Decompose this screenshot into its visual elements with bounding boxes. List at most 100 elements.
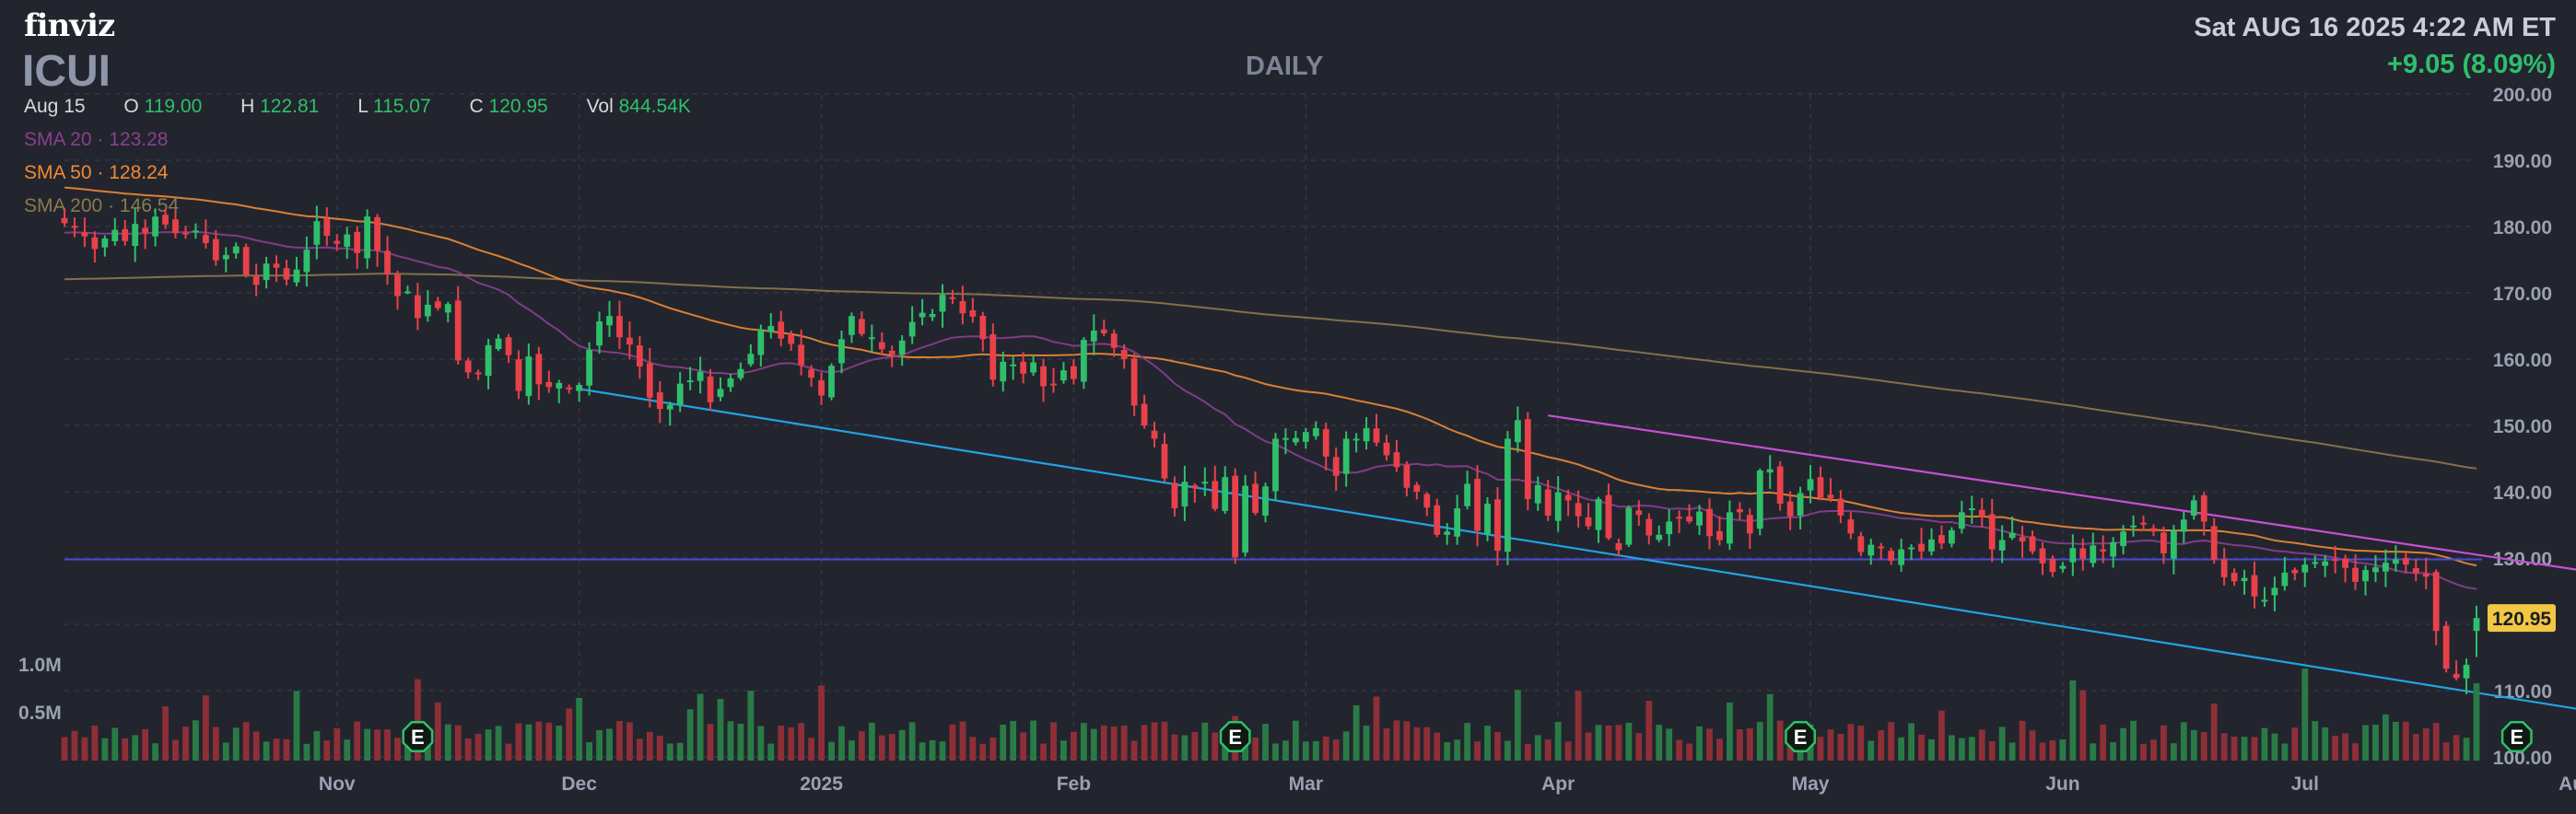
candle-body[interactable] bbox=[566, 387, 573, 390]
candle-body[interactable] bbox=[1332, 457, 1340, 476]
candle-body[interactable] bbox=[1130, 358, 1138, 406]
candle-body[interactable] bbox=[919, 312, 926, 318]
candle-body[interactable] bbox=[727, 378, 734, 388]
candle-body[interactable] bbox=[2312, 562, 2319, 564]
candle-body[interactable] bbox=[344, 234, 351, 248]
sma-200-legend[interactable]: SMA 200 · 146.54 bbox=[24, 195, 179, 217]
candle-body[interactable] bbox=[242, 247, 250, 275]
candle-body[interactable] bbox=[1494, 499, 1501, 552]
candle-body[interactable] bbox=[1282, 437, 1289, 440]
candle-body[interactable] bbox=[737, 368, 744, 378]
candle-body[interactable] bbox=[2160, 532, 2167, 553]
candle-body[interactable] bbox=[414, 295, 421, 319]
candle-body[interactable] bbox=[464, 360, 472, 373]
candle-body[interactable] bbox=[1201, 482, 1209, 484]
candle-body[interactable] bbox=[1222, 477, 1229, 511]
candle-body[interactable] bbox=[1575, 503, 1582, 517]
candle-body[interactable] bbox=[2210, 526, 2218, 561]
candle-body[interactable] bbox=[424, 304, 431, 317]
candle-body[interactable] bbox=[2453, 673, 2460, 679]
candle-body[interactable] bbox=[1928, 539, 1935, 552]
candle-body[interactable] bbox=[152, 216, 158, 237]
candle-body[interactable] bbox=[1878, 546, 1885, 549]
candle-body[interactable] bbox=[2220, 559, 2228, 577]
candle-body[interactable] bbox=[1645, 518, 1653, 536]
candle-body[interactable] bbox=[1474, 478, 1481, 531]
candle-body[interactable] bbox=[61, 217, 68, 224]
sma-50-legend[interactable]: SMA 50 · 128.24 bbox=[24, 162, 168, 184]
candle-body[interactable] bbox=[1615, 542, 1622, 551]
candle-body[interactable] bbox=[929, 314, 936, 318]
candle-body[interactable] bbox=[193, 230, 199, 233]
candle-body[interactable] bbox=[1403, 464, 1411, 488]
candle-body[interactable] bbox=[2352, 567, 2359, 582]
candle-body[interactable] bbox=[2383, 563, 2389, 572]
candle-body[interactable] bbox=[868, 337, 875, 340]
trendline-upper[interactable] bbox=[1548, 414, 2576, 571]
candle-body[interactable] bbox=[939, 295, 946, 312]
candle-body[interactable] bbox=[596, 320, 603, 346]
candle-body[interactable] bbox=[1786, 501, 1794, 517]
candle-body[interactable] bbox=[1393, 452, 1400, 468]
candle-body[interactable] bbox=[778, 321, 785, 339]
candle-body[interactable] bbox=[434, 301, 441, 308]
candle-body[interactable] bbox=[828, 366, 835, 398]
candle-body[interactable] bbox=[2372, 567, 2379, 573]
candle-body[interactable] bbox=[1363, 427, 1370, 442]
candle-body[interactable] bbox=[454, 300, 462, 361]
candle-body[interactable] bbox=[2190, 500, 2197, 516]
candle-body[interactable] bbox=[374, 216, 381, 250]
earnings-marker[interactable] bbox=[2500, 721, 2533, 752]
candle-body[interactable] bbox=[1585, 517, 1592, 527]
candle-body[interactable] bbox=[717, 389, 724, 398]
candle-body[interactable] bbox=[1262, 486, 1269, 516]
candle-body[interactable] bbox=[2442, 625, 2450, 669]
candle-body[interactable] bbox=[788, 334, 795, 344]
trendline-lower[interactable] bbox=[579, 388, 2576, 710]
candle-body[interactable] bbox=[1020, 361, 1027, 374]
candle-body[interactable] bbox=[263, 263, 270, 281]
candle-body[interactable] bbox=[1050, 383, 1057, 386]
chart-period[interactable]: DAILY bbox=[1246, 52, 1324, 81]
candle-body[interactable] bbox=[2090, 545, 2097, 564]
candle-body[interactable] bbox=[697, 371, 704, 381]
candle-body[interactable] bbox=[1656, 534, 1663, 541]
candle-body[interactable] bbox=[2241, 577, 2248, 582]
candle-body[interactable] bbox=[1534, 484, 1541, 504]
candle-body[interactable] bbox=[1383, 442, 1390, 456]
candle-body[interactable] bbox=[2342, 558, 2348, 568]
sma-20-legend[interactable]: SMA 20 · 123.28 bbox=[24, 129, 168, 151]
earnings-marker[interactable] bbox=[402, 721, 434, 752]
candle-body[interactable] bbox=[1060, 370, 1067, 381]
candle-body[interactable] bbox=[1312, 427, 1319, 436]
candle-body[interactable] bbox=[959, 300, 966, 314]
candle-body[interactable] bbox=[111, 229, 119, 242]
candle-body[interactable] bbox=[858, 319, 865, 334]
candle-body[interactable] bbox=[142, 227, 149, 234]
candle-body[interactable] bbox=[1635, 510, 1643, 516]
candle-body[interactable] bbox=[1181, 482, 1188, 507]
candle-body[interactable] bbox=[626, 337, 633, 345]
candle-body[interactable] bbox=[2049, 558, 2056, 573]
candle-body[interactable] bbox=[1908, 547, 1914, 550]
candle-body[interactable] bbox=[212, 238, 219, 261]
candle-body[interactable] bbox=[2322, 561, 2329, 566]
candle-body[interactable] bbox=[283, 268, 290, 280]
candle-body[interactable] bbox=[1686, 516, 1692, 522]
candle-body[interactable] bbox=[535, 354, 543, 385]
candle-body[interactable] bbox=[1232, 475, 1239, 558]
candle-body[interactable] bbox=[979, 315, 987, 340]
candle-body[interactable] bbox=[1373, 428, 1380, 443]
candle-body[interactable] bbox=[1352, 438, 1360, 441]
candle-body[interactable] bbox=[1968, 508, 1975, 510]
candle-body[interactable] bbox=[1030, 362, 1036, 373]
candle-body[interactable] bbox=[1595, 498, 1602, 530]
candle-body[interactable] bbox=[2039, 548, 2046, 564]
candle-body[interactable] bbox=[888, 350, 896, 355]
candle-body[interactable] bbox=[1444, 531, 1451, 535]
candle-body[interactable] bbox=[2008, 532, 2016, 539]
candle-body[interactable] bbox=[767, 326, 775, 332]
candle-body[interactable] bbox=[2170, 529, 2177, 559]
candle-body[interactable] bbox=[1827, 494, 1834, 499]
candle-body[interactable] bbox=[1938, 535, 1945, 544]
